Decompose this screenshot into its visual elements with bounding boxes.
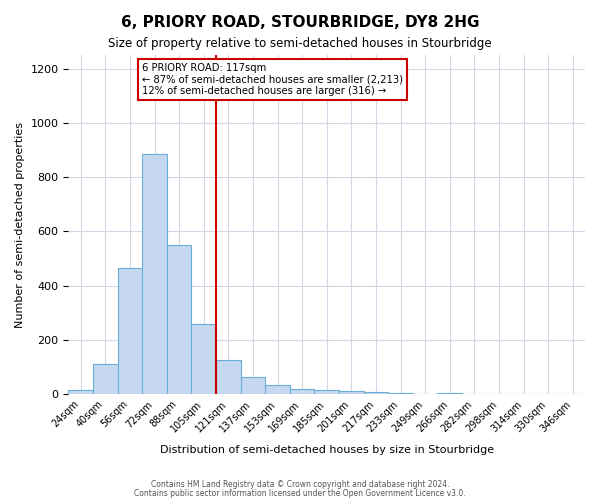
Bar — [68, 390, 93, 394]
Bar — [191, 324, 216, 394]
Text: Size of property relative to semi-detached houses in Stourbridge: Size of property relative to semi-detach… — [108, 38, 492, 51]
Bar — [290, 388, 314, 394]
Y-axis label: Number of semi-detached properties: Number of semi-detached properties — [15, 122, 25, 328]
Bar — [216, 360, 241, 394]
Bar — [241, 378, 265, 394]
Bar — [339, 392, 364, 394]
Bar — [314, 390, 339, 394]
Text: Contains public sector information licensed under the Open Government Licence v3: Contains public sector information licen… — [134, 488, 466, 498]
Text: 6 PRIORY ROAD: 117sqm
← 87% of semi-detached houses are smaller (2,213)
12% of s: 6 PRIORY ROAD: 117sqm ← 87% of semi-deta… — [142, 63, 403, 96]
Text: 6, PRIORY ROAD, STOURBRIDGE, DY8 2HG: 6, PRIORY ROAD, STOURBRIDGE, DY8 2HG — [121, 15, 479, 30]
Bar — [364, 392, 388, 394]
Bar — [118, 268, 142, 394]
Bar — [388, 393, 413, 394]
Bar — [93, 364, 118, 394]
X-axis label: Distribution of semi-detached houses by size in Stourbridge: Distribution of semi-detached houses by … — [160, 445, 494, 455]
Text: Contains HM Land Registry data © Crown copyright and database right 2024.: Contains HM Land Registry data © Crown c… — [151, 480, 449, 489]
Bar — [142, 154, 167, 394]
Bar — [167, 245, 191, 394]
Bar — [265, 384, 290, 394]
Bar — [437, 393, 462, 394]
